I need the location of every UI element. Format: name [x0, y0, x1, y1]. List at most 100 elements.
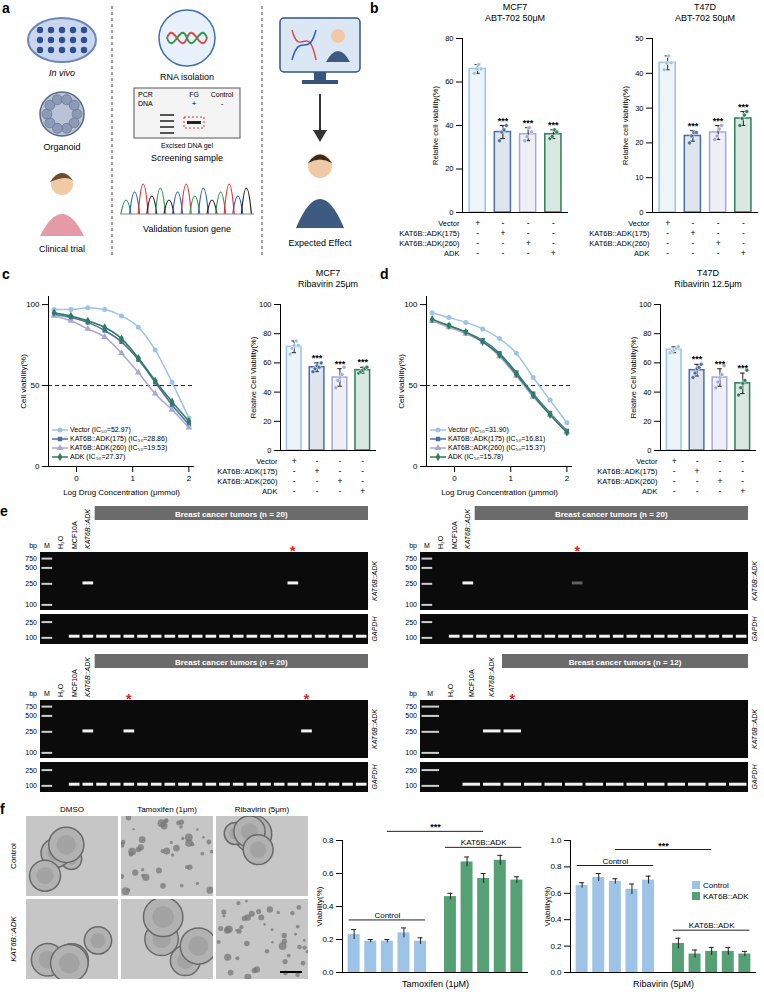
svg-text:Control: Control [602, 857, 628, 866]
svg-text:H₂O: H₂O [447, 683, 454, 697]
svg-text:M: M [44, 690, 50, 697]
svg-text:-: - [666, 248, 669, 258]
svg-text:500: 500 [25, 564, 37, 571]
svg-text:-: - [476, 248, 479, 258]
svg-text:+: + [672, 456, 677, 466]
svg-text:100: 100 [26, 300, 40, 309]
svg-text:50: 50 [31, 381, 40, 390]
svg-text:Log Drug Concentration (μmmol): Log Drug Concentration (μmmol) [63, 488, 180, 497]
svg-text:Relative Cell Viability(%): Relative Cell Viability(%) [629, 336, 638, 418]
svg-text:*: * [304, 691, 310, 707]
svg-text:GAPDH: GAPDH [751, 764, 758, 790]
svg-text:-: - [719, 486, 722, 496]
svg-text:-: - [719, 466, 722, 476]
svg-text:-: - [293, 466, 296, 476]
svg-text:750: 750 [25, 555, 37, 562]
svg-text:30: 30 [635, 104, 643, 113]
svg-text:Breast cancer tumors (n = 20): Breast cancer tumors (n = 20) [175, 510, 288, 519]
svg-text:Clinical trial: Clinical trial [39, 244, 85, 254]
svg-text:ADK: ADK [634, 249, 649, 258]
svg-text:-: - [361, 466, 364, 476]
svg-text:*: * [510, 691, 516, 707]
svg-text:-: - [696, 486, 699, 496]
svg-text:50: 50 [409, 381, 418, 390]
svg-text:KAT6B::ADK(175): KAT6B::ADK(175) [217, 467, 278, 476]
svg-text:-: - [552, 238, 555, 248]
svg-text:DMSO: DMSO [60, 805, 84, 814]
svg-text:+: + [360, 486, 365, 496]
svg-text:KAT6B::ADK: KAT6B::ADK [84, 509, 91, 549]
svg-text:750: 750 [405, 555, 417, 562]
svg-text:60: 60 [643, 358, 651, 367]
svg-text:-: - [742, 218, 745, 228]
svg-text:***: *** [692, 354, 703, 364]
svg-text:500: 500 [25, 712, 37, 719]
svg-text:+: + [716, 238, 721, 248]
svg-text:80: 80 [445, 34, 453, 43]
svg-text:-: - [696, 456, 699, 466]
svg-text:100: 100 [639, 300, 652, 309]
svg-text:0: 0 [452, 474, 457, 483]
svg-text:bp: bp [29, 690, 37, 698]
svg-text:-: - [527, 218, 530, 228]
svg-text:M: M [424, 542, 430, 549]
svg-text:MCF10A: MCF10A [468, 669, 475, 697]
svg-text:-: - [293, 486, 296, 496]
svg-text:MCF10A: MCF10A [71, 521, 78, 549]
svg-text:0.8: 0.8 [322, 836, 334, 845]
svg-text:KAT6B::ADK(260): KAT6B::ADK(260) [597, 477, 658, 486]
svg-text:Breast cancer tumors (n = 20): Breast cancer tumors (n = 20) [175, 658, 288, 667]
svg-text:Control: Control [374, 911, 400, 920]
svg-text:+: + [292, 456, 297, 466]
svg-text:750: 750 [25, 703, 37, 710]
svg-text:100: 100 [405, 782, 417, 789]
svg-text:0: 0 [449, 208, 453, 217]
svg-text:Viability(%): Viability(%) [543, 886, 552, 926]
svg-text:+: + [695, 466, 700, 476]
svg-text:Excised DNA gel: Excised DNA gel [161, 142, 214, 150]
svg-text:ADK: ADK [642, 487, 657, 496]
svg-text:+: + [500, 228, 505, 238]
svg-text:+: + [551, 248, 556, 258]
svg-text:250: 250 [405, 767, 417, 774]
svg-text:+: + [192, 99, 197, 108]
svg-text:DNA: DNA [138, 100, 153, 107]
svg-text:0: 0 [35, 462, 40, 471]
svg-text:Expected Effect: Expected Effect [289, 238, 352, 248]
svg-text:MCF10A: MCF10A [71, 669, 78, 697]
svg-text:***: *** [688, 121, 699, 131]
svg-text:-: - [673, 466, 676, 476]
svg-text:250: 250 [405, 728, 417, 735]
svg-text:Relative cell viability(%): Relative cell viability(%) [621, 86, 630, 165]
svg-text:100: 100 [405, 749, 417, 756]
svg-text:-: - [339, 486, 342, 496]
svg-text:0: 0 [413, 462, 418, 471]
svg-text:-: - [552, 228, 555, 238]
svg-text:KAT6B::ADK: KAT6B::ADK [84, 657, 91, 697]
svg-text:Organoid: Organoid [43, 142, 80, 152]
svg-text:750: 750 [405, 703, 417, 710]
svg-text:-: - [742, 238, 745, 248]
svg-text:RNA isolation: RNA isolation [160, 72, 214, 82]
svg-text:Vector: Vector [636, 457, 658, 466]
svg-text:***: *** [430, 822, 441, 832]
svg-text:KAT6B::ADK: KAT6B::ADK [689, 921, 735, 930]
svg-text:Relative Cell Viability(%): Relative Cell Viability(%) [249, 336, 258, 418]
svg-text:GAPDH: GAPDH [751, 616, 758, 642]
svg-text:Ribavirin (5μm): Ribavirin (5μm) [235, 805, 290, 814]
svg-text:KAT6B::ADK(175): KAT6B::ADK(175) [597, 467, 658, 476]
svg-text:-: - [527, 248, 530, 258]
svg-text:-: - [476, 238, 479, 248]
svg-text:0: 0 [647, 446, 651, 455]
svg-text:Ribavirin (5μM): Ribavirin (5μM) [633, 979, 694, 989]
svg-text:***: *** [738, 102, 749, 112]
svg-text:Control: Control [9, 843, 18, 869]
svg-text:2: 2 [565, 474, 570, 483]
svg-text:Vector: Vector [438, 219, 460, 228]
svg-text:***: *** [523, 118, 534, 128]
svg-text:60: 60 [445, 77, 453, 86]
svg-text:-: - [339, 456, 342, 466]
svg-text:0: 0 [639, 208, 643, 217]
svg-text:Log Drug Concentration (μmmol): Log Drug Concentration (μmmol) [441, 488, 558, 497]
svg-text:Screening sample: Screening sample [151, 153, 223, 163]
